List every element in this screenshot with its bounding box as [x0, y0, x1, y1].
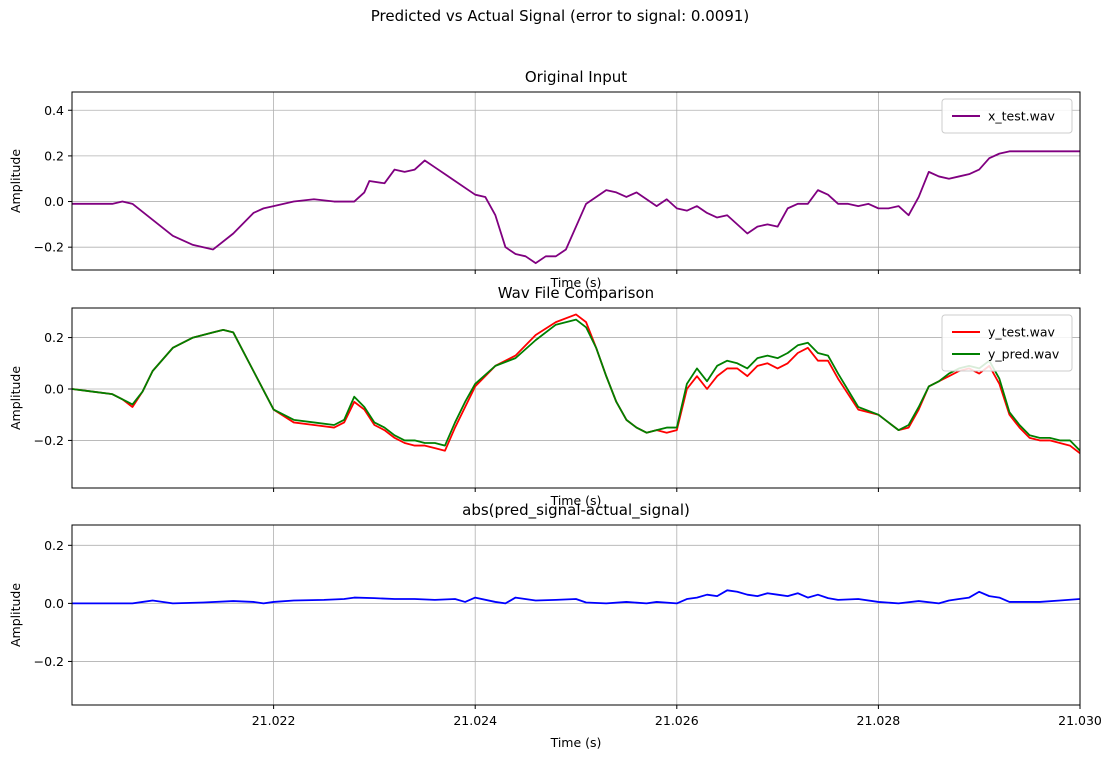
legend-label: x_test.wav	[988, 109, 1056, 124]
axes-frame	[71, 307, 1081, 489]
panel-title: Original Input	[525, 68, 627, 86]
y-tick-label: 0.2	[44, 538, 64, 553]
panel-title: Wav File Comparison	[498, 284, 654, 302]
x-tick-label: 21.022	[252, 713, 296, 728]
y-tick-label: 0.2	[44, 330, 64, 345]
legend-label: y_pred.wav	[988, 347, 1060, 362]
legend-box	[941, 98, 1073, 134]
y-tick-label: −0.2	[34, 433, 64, 448]
panel-3: −0.2 0.0 0.2 21.022 21.024 21.026 21.028 21.030…	[8, 501, 1102, 750]
y-tick-label: 0.0	[44, 382, 64, 397]
legend-label: y_test.wav	[988, 325, 1056, 340]
x-axis-label: Time (s)	[550, 735, 602, 750]
legend: x_test.wav	[941, 98, 1073, 134]
y-tick-label: −0.2	[34, 240, 64, 255]
x-tick-label: 21.030	[1058, 713, 1102, 728]
y-axis-label: Amplitude	[8, 149, 23, 213]
y-tick-label: 0.4	[44, 103, 64, 118]
x-axis-label: Time (s)	[550, 275, 602, 290]
x-tick-label: 21.028	[857, 713, 901, 728]
series-line-series-1	[72, 589, 1080, 605]
series-line-y-pred-wav	[72, 318, 1080, 452]
panel-title: abs(pred_signal-actual_signal)	[462, 501, 690, 520]
legend: y_test.wav y_pred.wav	[941, 314, 1073, 372]
legend-box	[941, 314, 1073, 372]
panel-1: −0.2 0.0 0.2 0.4 Original Input Time (s) Ampli…	[8, 68, 1081, 290]
series-line-x-test-wav	[72, 150, 1080, 265]
axes-frame	[71, 524, 1081, 706]
y-axis-label: Amplitude	[8, 366, 23, 430]
y-tick-label: −0.2	[34, 654, 64, 669]
series-line-y-test-wav	[72, 313, 1080, 455]
axes-frame	[71, 91, 1081, 271]
figure-suptitle: Predicted vs Actual Signal (error to sig…	[371, 7, 750, 25]
y-tick-label: 0.0	[44, 596, 64, 611]
y-tick-label: 0.2	[44, 148, 64, 163]
y-axis-label: Amplitude	[8, 583, 23, 647]
y-tick-label: 0.0	[44, 194, 64, 209]
panel-2: −0.2 0.0 0.2 Wav File Comparison Time (s) Amp…	[8, 284, 1081, 508]
x-axis-label: Time (s)	[550, 493, 602, 508]
x-tick-label: 21.024	[453, 713, 497, 728]
x-tick-label: 21.026	[655, 713, 699, 728]
